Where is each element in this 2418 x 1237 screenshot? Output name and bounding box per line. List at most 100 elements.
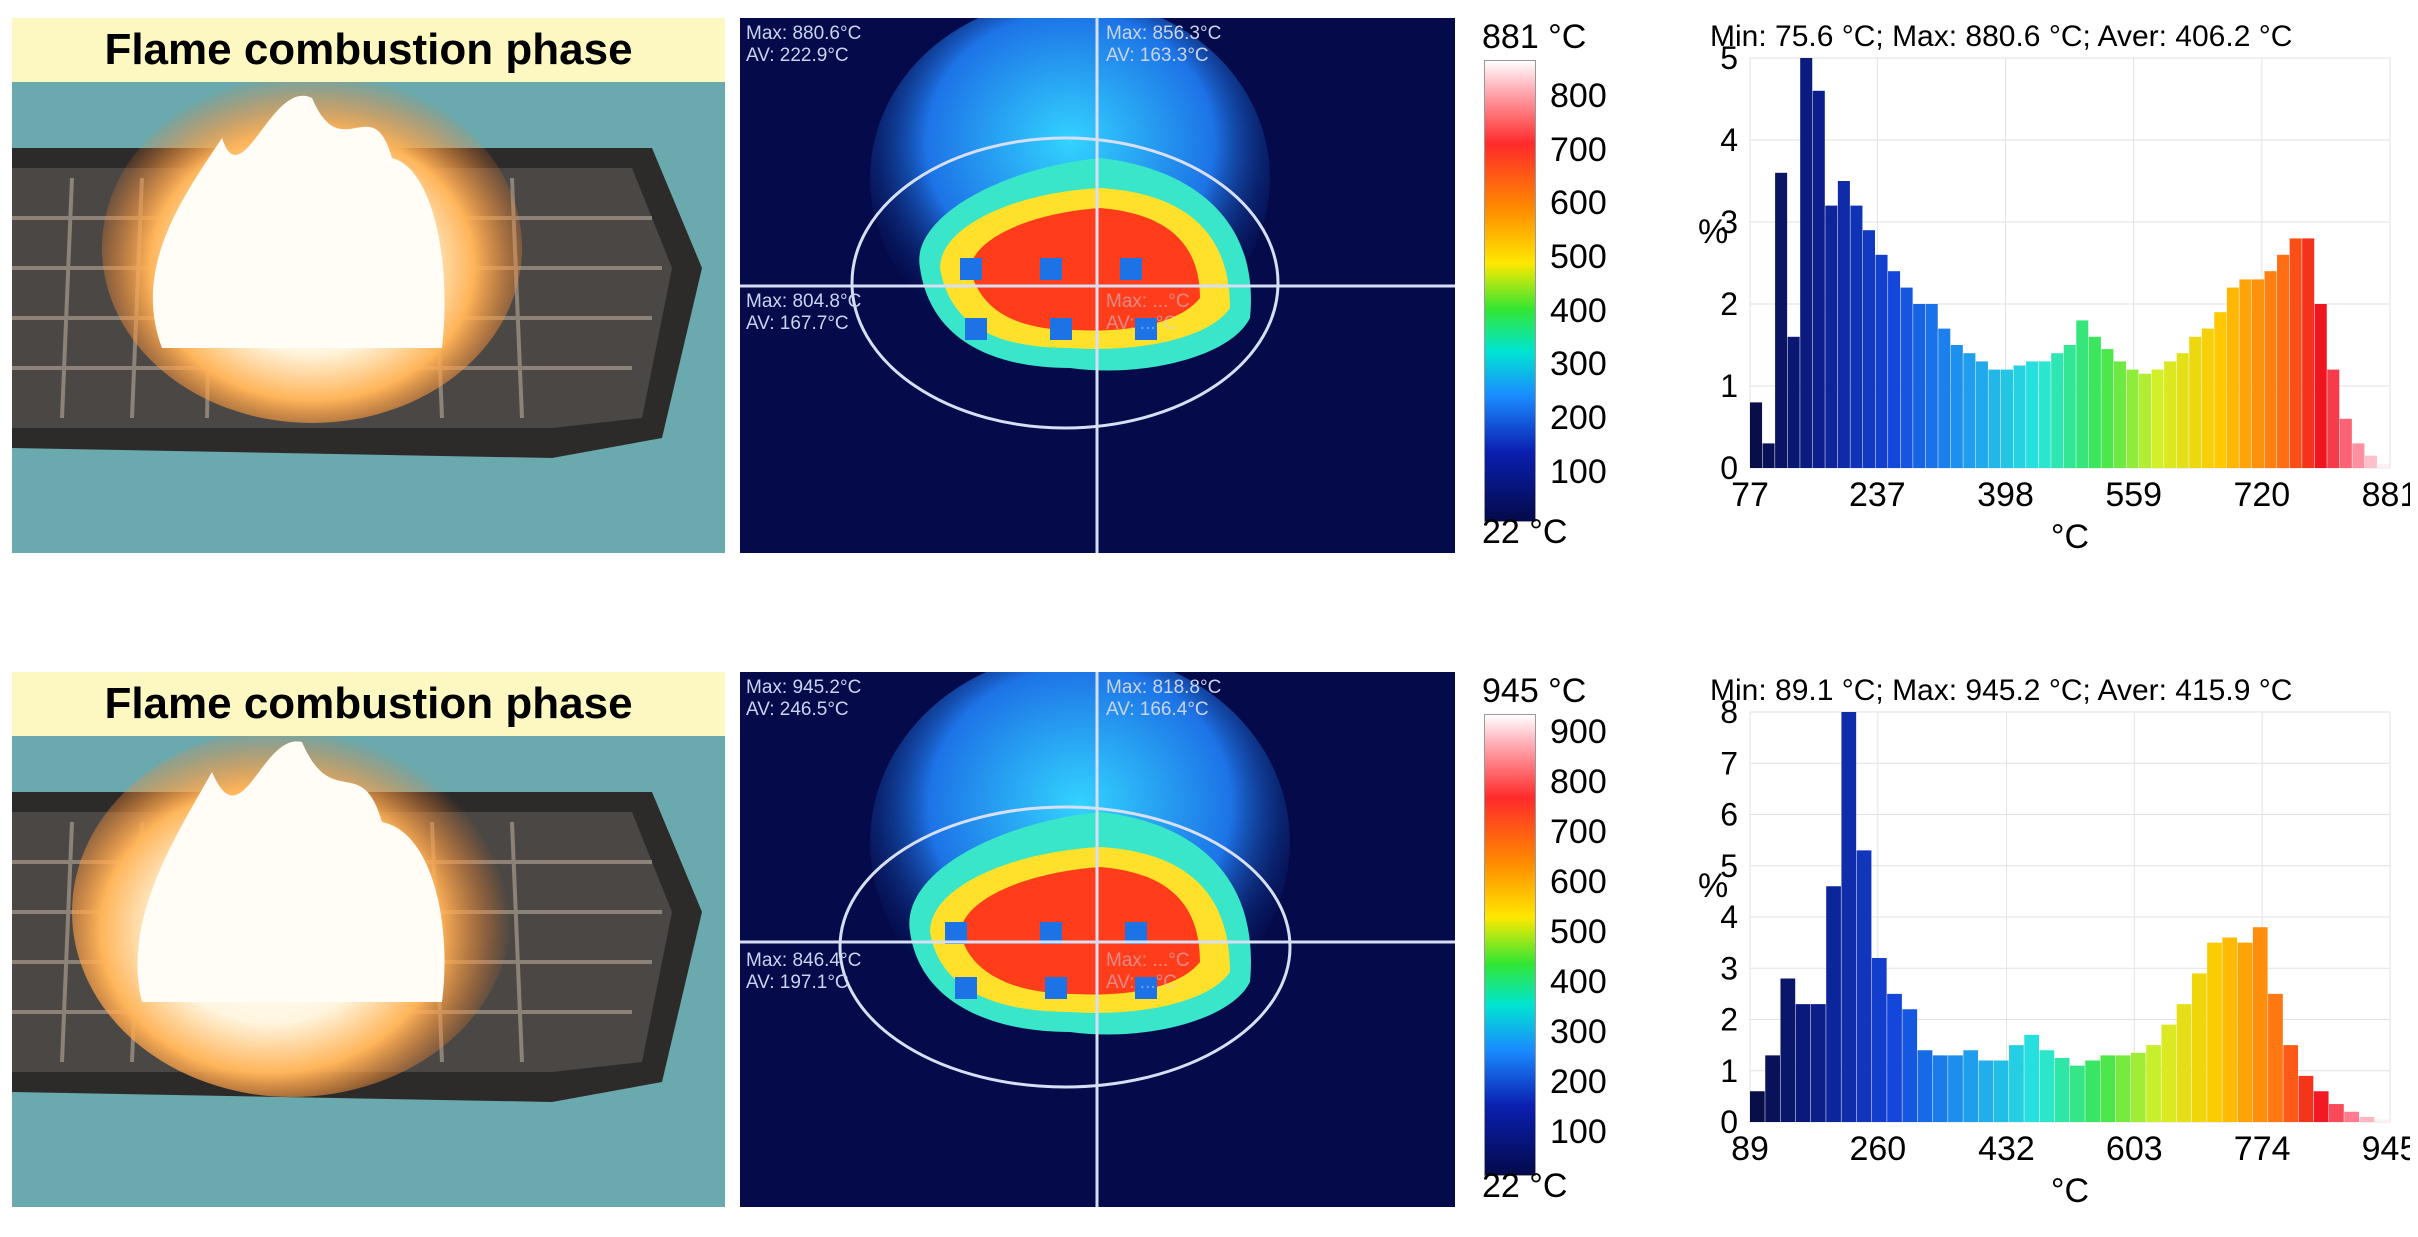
photo-title: Flame combustion phase — [12, 672, 725, 736]
histogram-bar — [1800, 58, 1813, 468]
histogram-bar — [2314, 304, 2327, 468]
histogram-bar — [1875, 254, 1888, 468]
panel-row-1: Flame combustion phase — [0, 18, 2418, 578]
histogram-bar — [1750, 1091, 1765, 1122]
colorbar-tick: 600 — [1550, 863, 1607, 901]
histogram-bar — [1765, 1055, 1780, 1122]
histogram-bar — [1837, 181, 1850, 468]
histogram-bar — [2268, 993, 2283, 1122]
x-tick-label: 774 — [2234, 1130, 2291, 1168]
histogram-bar — [2051, 353, 2064, 468]
histogram-bar — [1795, 1004, 1811, 1122]
histogram-bar — [2201, 328, 2214, 468]
histogram-bar — [2207, 942, 2222, 1122]
histogram-bar — [1963, 353, 1976, 468]
histogram-bar — [2239, 279, 2252, 468]
x-axis-label: °C — [2051, 518, 2089, 556]
histogram-bar — [1917, 1050, 1933, 1122]
y-tick-label: 5 — [1720, 848, 1738, 884]
histogram-bar — [2377, 463, 2390, 468]
histogram-bar — [2000, 369, 2014, 468]
histogram-bar — [1938, 328, 1951, 468]
x-tick-label: 89 — [1731, 1130, 1769, 1168]
thermal-image: Max: 945.2°C AV: 246.5°C Max: 818.8°C AV: … — [740, 672, 1455, 1207]
histogram-bar — [2251, 279, 2265, 468]
x-tick-label: 881 — [2362, 476, 2410, 514]
scale-min-label: 22 °C — [1482, 1167, 1568, 1205]
histogram-bar — [1841, 712, 1857, 1122]
thermal-label-bottom-left: Max: 846.4°C AV: 197.1°C — [746, 950, 862, 993]
histogram-bar — [1762, 443, 1775, 468]
colorbar-tick: 500 — [1550, 238, 1607, 276]
flame-photo-illustration — [12, 73, 725, 553]
x-tick-label: 237 — [1849, 476, 1906, 514]
histogram-bar — [2146, 1045, 2161, 1122]
x-tick-label: 260 — [1849, 1130, 1906, 1168]
histogram-bar — [2226, 287, 2239, 468]
histogram-bar — [2264, 271, 2277, 468]
histogram-bar — [2329, 1104, 2344, 1122]
histogram-bar — [2237, 942, 2253, 1122]
histogram-bar — [2277, 254, 2290, 468]
histogram-bar — [1780, 978, 1796, 1122]
thermal-label-bottom-right: Max: ...°C AV: ...°C — [1106, 950, 1190, 993]
histogram-bar — [2302, 238, 2315, 468]
histogram-bar — [2115, 1055, 2131, 1122]
x-axis-label: °C — [2051, 1172, 2089, 1210]
histogram-bar — [2164, 361, 2177, 468]
colorbar — [1484, 714, 1536, 1176]
colorbar-tick: 800 — [1550, 763, 1607, 801]
x-tick-label: 945 — [2362, 1130, 2410, 1168]
histogram-bar — [1950, 345, 1963, 468]
histogram-bar — [1913, 304, 1926, 468]
thermal-label-top-right: Max: 818.8°C AV: 166.4°C — [1106, 677, 1222, 720]
histogram-bar — [1900, 287, 1913, 468]
histogram-bar — [2024, 1034, 2040, 1122]
histogram-bar — [2063, 345, 2076, 468]
photo-title: Flame combustion phase — [12, 18, 725, 82]
histogram-bar — [2161, 1024, 2177, 1122]
histogram-svg: 0 1 2 3 4 5 6 7 8 89 260 432 603 774 945 °C% — [1698, 694, 2410, 1210]
histogram-bar — [2038, 361, 2051, 468]
histogram-bar — [2088, 336, 2101, 468]
x-tick-label: 432 — [1978, 1130, 2035, 1168]
histogram-bar — [2176, 1004, 2192, 1122]
histogram-bar — [2359, 1116, 2375, 1122]
histogram-bar — [2113, 361, 2126, 468]
colorbar — [1484, 60, 1536, 522]
histogram-bar — [1963, 1050, 1979, 1122]
flame-photo: Flame combustion phase — [12, 18, 725, 553]
y-tick-label: 0 — [1720, 450, 1738, 486]
colorbar-tick: 200 — [1550, 399, 1607, 437]
histogram-bar — [1975, 361, 1988, 468]
flame-photo-illustration — [12, 727, 725, 1207]
histogram-bar — [1902, 1009, 1918, 1122]
colorbar-tick: 900 — [1550, 713, 1607, 751]
histogram-bar — [1812, 90, 1825, 469]
scale-max-label: 945 °C — [1482, 672, 1587, 710]
histogram-bar — [1787, 336, 1800, 468]
colorbar-tick: 200 — [1550, 1063, 1607, 1101]
y-tick-label: 1 — [1720, 1053, 1738, 1089]
histogram-bar — [1850, 205, 1863, 468]
thermal-label-bottom-left: Max: 804.8°C AV: 167.7°C — [746, 291, 862, 334]
y-tick-label: 3 — [1720, 950, 1738, 986]
colorbar-tick: 400 — [1550, 963, 1607, 1001]
x-tick-label: 77 — [1731, 476, 1769, 514]
histogram-bar — [2085, 1060, 2100, 1122]
histogram-bar — [2130, 1052, 2146, 1122]
flame-photo: Flame combustion phase — [12, 672, 725, 1207]
histogram-bar — [1988, 369, 2001, 468]
histogram-bar — [1862, 230, 1875, 468]
colorbar-tick: 800 — [1550, 77, 1607, 115]
y-tick-label: 4 — [1720, 122, 1738, 158]
histogram-bar — [1993, 1060, 2009, 1122]
y-tick-label: 0 — [1720, 1104, 1738, 1140]
histogram-bar — [1810, 1004, 1826, 1122]
histogram-bar — [2327, 369, 2340, 468]
colorbar-tick: 400 — [1550, 292, 1607, 330]
y-tick-label: 4 — [1720, 899, 1738, 935]
x-tick-label: 559 — [2105, 476, 2162, 514]
histogram-bar — [2026, 361, 2039, 468]
panel-row-2: Flame combustion phase — [0, 672, 2418, 1232]
